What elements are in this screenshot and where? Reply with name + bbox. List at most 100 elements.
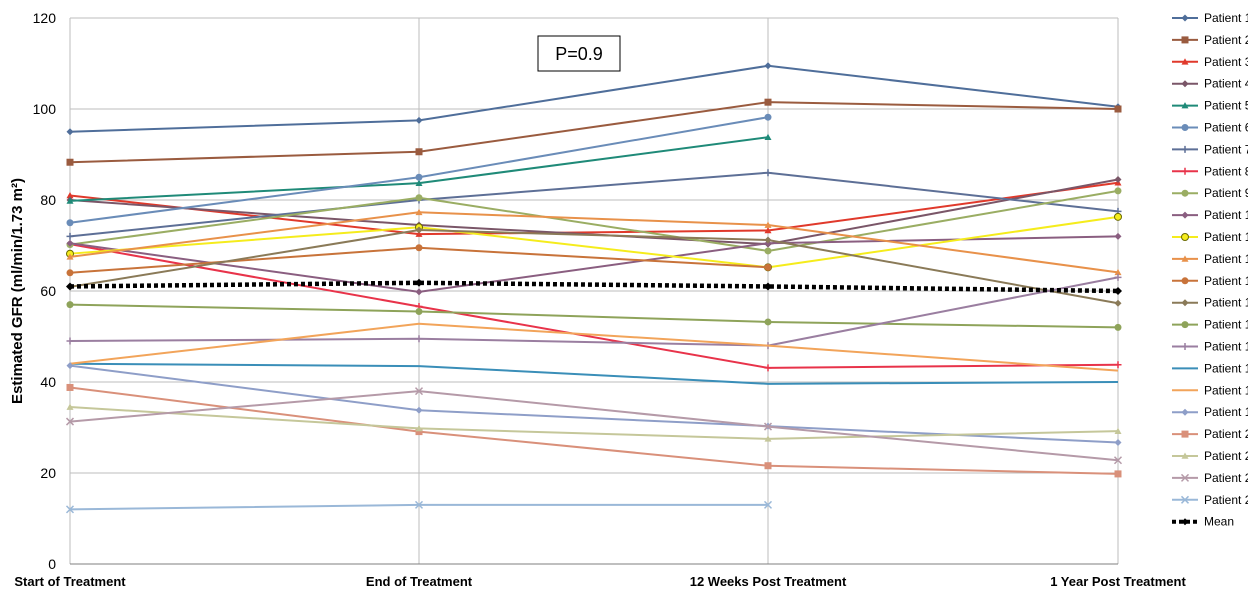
series-line bbox=[69, 243, 1119, 369]
p-value-annotation: P=0.9 bbox=[555, 44, 603, 64]
data-point bbox=[415, 173, 423, 181]
legend-label: Patient 3 bbox=[1204, 55, 1248, 69]
data-point bbox=[764, 282, 772, 291]
series-line bbox=[69, 181, 1119, 236]
series-patient-1 bbox=[69, 322, 1119, 372]
data-point bbox=[1114, 470, 1122, 478]
data-point bbox=[415, 406, 423, 414]
series-line bbox=[69, 215, 1119, 269]
data-point bbox=[66, 219, 74, 227]
data-point bbox=[415, 288, 423, 296]
legend-item: Patient 1 bbox=[1172, 296, 1248, 310]
data-point bbox=[764, 364, 772, 372]
legend-item: Patient 2 bbox=[1172, 493, 1248, 507]
data-point bbox=[66, 197, 74, 204]
data-point bbox=[415, 428, 423, 436]
series-patient-2 bbox=[66, 98, 1122, 166]
series-patient-6 bbox=[66, 113, 772, 227]
legend-label: Patient 1 bbox=[1204, 383, 1248, 397]
data-point bbox=[764, 226, 772, 234]
legend-label: Patient 9 bbox=[1204, 186, 1248, 200]
y-tick-label: 120 bbox=[33, 10, 57, 26]
legend-label: Patient 5 bbox=[1204, 99, 1248, 113]
legend-label: Patient 2 bbox=[1204, 493, 1248, 507]
data-point bbox=[1181, 124, 1189, 131]
data-point bbox=[1114, 323, 1122, 331]
data-point bbox=[414, 387, 424, 396]
series-line bbox=[69, 364, 1119, 444]
legend-item: Patient 8 bbox=[1172, 164, 1248, 178]
legend-item: Patient 4 bbox=[1172, 77, 1248, 91]
data-point bbox=[764, 62, 772, 70]
data-point bbox=[415, 244, 423, 252]
data-point bbox=[1181, 255, 1189, 262]
data-point bbox=[415, 194, 423, 202]
data-point bbox=[1114, 287, 1122, 295]
data-point bbox=[1181, 321, 1189, 329]
series-patient-2 bbox=[65, 387, 1123, 465]
x-category-label: Start of Treatment bbox=[14, 574, 126, 589]
legend-label: Patient 1 bbox=[1204, 361, 1248, 375]
y-tick-label: 20 bbox=[40, 465, 56, 481]
series-patient-2 bbox=[66, 403, 1122, 442]
legend-item: Patient 1 bbox=[1172, 383, 1248, 397]
data-point bbox=[1181, 452, 1189, 459]
data-point bbox=[66, 337, 74, 345]
legend-label: Patient 6 bbox=[1204, 121, 1248, 135]
y-axis-ticks: 0 20 40 60 80 100 120 bbox=[33, 10, 57, 572]
data-point bbox=[415, 424, 423, 432]
data-point bbox=[415, 116, 423, 124]
data-point bbox=[1114, 273, 1122, 281]
legend-item: Patient 1 bbox=[1172, 405, 1248, 419]
data-point bbox=[1181, 14, 1189, 22]
data-point bbox=[66, 239, 74, 247]
data-point bbox=[66, 269, 74, 277]
data-point bbox=[764, 462, 772, 470]
series-patient-1 bbox=[66, 244, 772, 277]
series-patient-1 bbox=[66, 208, 1122, 276]
series-line bbox=[69, 171, 1119, 238]
data-point bbox=[66, 191, 74, 199]
data-point bbox=[764, 435, 772, 442]
data-point bbox=[1181, 518, 1189, 526]
data-point bbox=[414, 500, 424, 509]
legend-item: Patient 7 bbox=[1172, 142, 1248, 156]
legend-label: Patient 7 bbox=[1204, 142, 1248, 156]
legend-label: Patient 1 bbox=[1204, 340, 1248, 354]
series-line bbox=[69, 362, 1119, 385]
series-line bbox=[69, 229, 1119, 305]
data-point bbox=[1181, 299, 1189, 307]
series-patient-8 bbox=[66, 240, 1122, 372]
data-point bbox=[66, 403, 74, 410]
data-point bbox=[1114, 439, 1122, 447]
data-point bbox=[65, 505, 75, 514]
data-point bbox=[763, 422, 773, 431]
legend-item: Patient 2 bbox=[1172, 471, 1248, 485]
legend-label: Patient 1 bbox=[1204, 318, 1248, 332]
legend-item: Patient 9 bbox=[1172, 186, 1248, 200]
data-point bbox=[1181, 189, 1189, 197]
data-point bbox=[1181, 408, 1189, 416]
data-point bbox=[66, 253, 74, 260]
legend-item: Patient 1 bbox=[1172, 252, 1248, 266]
data-point bbox=[1114, 232, 1122, 240]
legend-label: Mean bbox=[1204, 515, 1234, 529]
series-line bbox=[69, 189, 1119, 252]
series-line bbox=[69, 64, 1119, 133]
data-point bbox=[1181, 80, 1189, 88]
series-line bbox=[69, 390, 1119, 462]
x-category-label: End of Treatment bbox=[366, 574, 473, 589]
series-line bbox=[69, 235, 1119, 293]
data-point bbox=[764, 169, 772, 177]
legend-item: Patient 1 bbox=[1172, 318, 1248, 332]
legend-item: Patient 3 bbox=[1172, 55, 1248, 69]
data-point bbox=[415, 226, 423, 234]
legend-label: Patient 1 bbox=[1204, 274, 1248, 288]
data-point bbox=[1181, 102, 1189, 109]
data-point bbox=[1181, 343, 1189, 350]
data-point bbox=[764, 263, 772, 271]
data-point bbox=[764, 221, 772, 228]
legend-item: Patient 1 bbox=[1172, 11, 1248, 25]
data-point bbox=[415, 278, 423, 287]
x-category-label: 1 Year Post Treatment bbox=[1050, 574, 1186, 589]
